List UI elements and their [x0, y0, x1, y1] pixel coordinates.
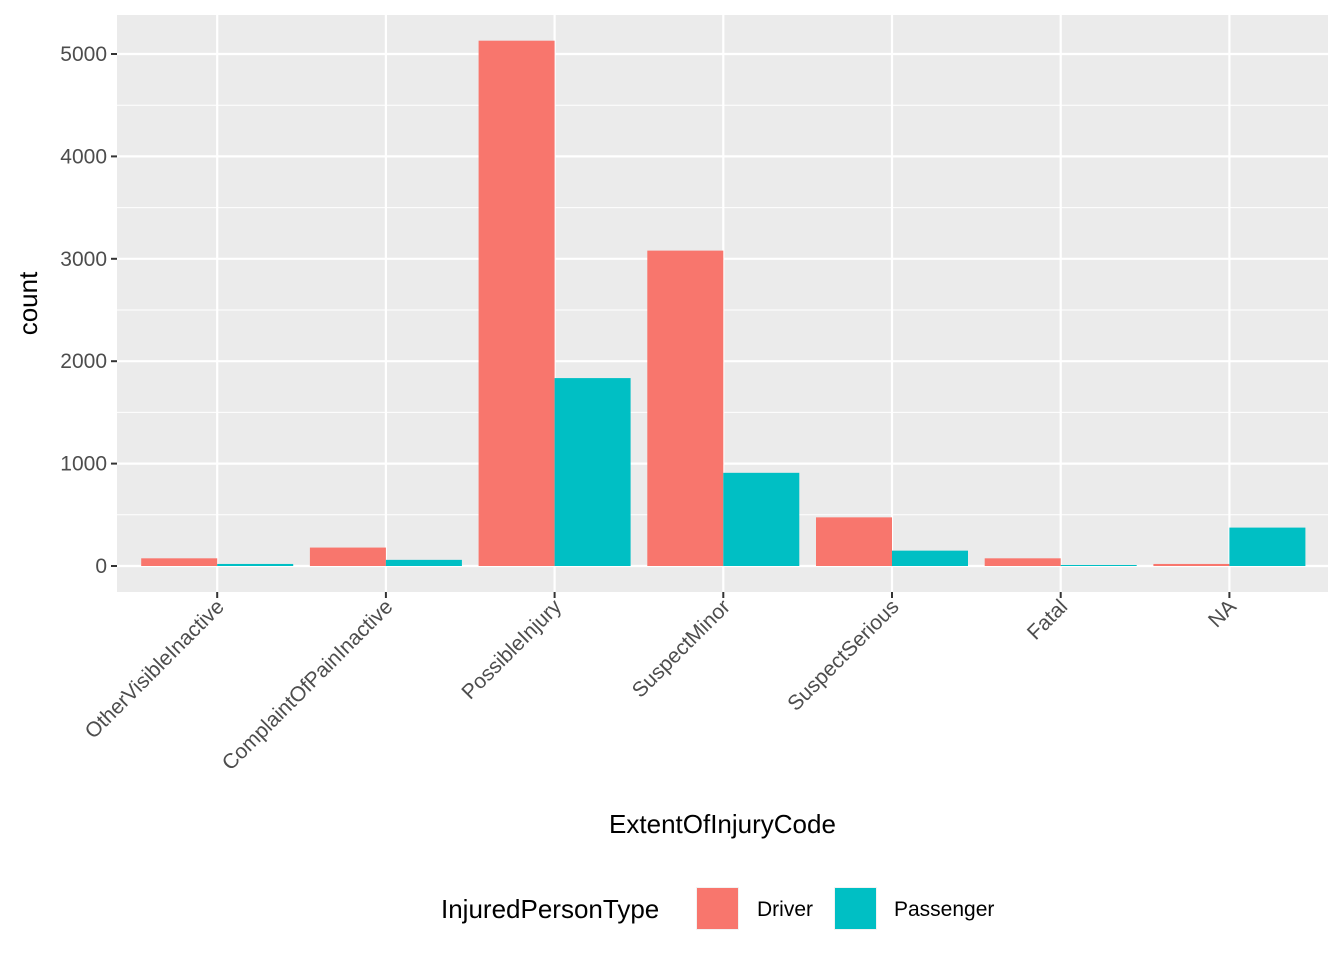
bar-driver	[478, 40, 555, 567]
x-tick-label: PossibleInjury	[457, 595, 566, 704]
legend-label-driver: Driver	[757, 898, 813, 921]
y-tick-label: 5000	[60, 43, 107, 66]
legend-label-passenger: Passenger	[894, 898, 994, 921]
bar-passenger	[892, 550, 968, 566]
bar-passenger	[217, 563, 294, 566]
bar-passenger	[385, 559, 462, 566]
bar-driver	[647, 250, 724, 566]
bar-driver	[1153, 563, 1230, 566]
bar-driver	[816, 517, 892, 566]
bar-driver	[141, 558, 218, 566]
x-tick-label: SuspectMinor	[628, 595, 735, 702]
bar-passenger	[1229, 527, 1306, 566]
y-axis-title: count	[13, 271, 43, 335]
y-tick-label: 4000	[60, 145, 107, 168]
legend: InjuredPersonType Driver Passenger	[441, 887, 994, 930]
y-axis: 0 1000 2000 3000 4000 5000	[60, 43, 117, 578]
y-tick-label: 2000	[60, 350, 107, 373]
y-tick-label: 0	[95, 555, 107, 578]
bar-passenger	[554, 378, 631, 566]
y-tick-label: 3000	[60, 248, 107, 271]
x-axis-title: ExtentOfInjuryCode	[609, 809, 836, 839]
x-tick-label: Fatal	[1023, 595, 1072, 644]
bar-driver	[309, 547, 386, 566]
legend-swatch-driver	[697, 888, 738, 929]
x-axis: OtherVisibleInactiveComplaintOfPainInact…	[81, 592, 1241, 775]
x-tick-label: NA	[1204, 595, 1241, 632]
bar-driver	[984, 558, 1061, 566]
y-tick-label: 1000	[60, 453, 107, 476]
x-tick-label: OtherVisibleInactive	[81, 595, 229, 743]
bars	[141, 40, 1306, 567]
bar-passenger	[1060, 564, 1137, 566]
bar-passenger	[723, 472, 800, 566]
legend-swatch-passenger	[835, 888, 876, 929]
x-tick-label: SuspectSerious	[783, 595, 903, 715]
x-tick-label: ComplaintOfPainInactive	[218, 595, 398, 775]
legend-title: InjuredPersonType	[441, 894, 659, 924]
